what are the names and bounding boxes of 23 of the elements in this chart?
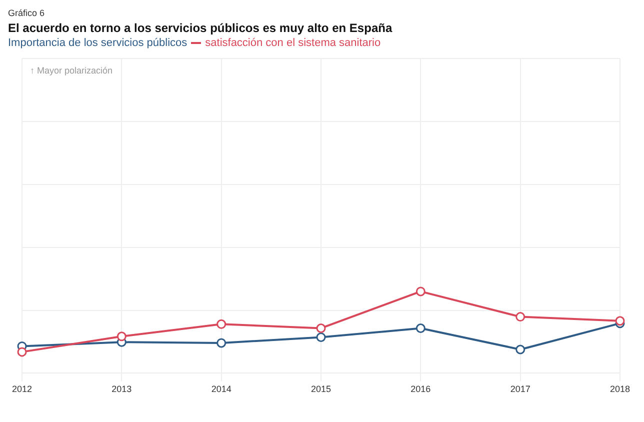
chart-title: El acuerdo en torno a los servicios públicos es muy alto en España — [8, 21, 394, 35]
x-tick-label: 2017 — [510, 384, 530, 394]
x-tick-label: 2018 — [610, 384, 630, 394]
point — [516, 312, 526, 322]
x-tick-label: 2015 — [310, 384, 332, 394]
x-tick-label: 2012 — [12, 384, 32, 394]
point — [516, 344, 526, 354]
point — [116, 332, 126, 342]
x-tick-label: 2016 — [410, 384, 431, 394]
text: Gráfico 6 — [8, 8, 46, 18]
point — [17, 347, 27, 357]
point — [316, 323, 326, 333]
point — [216, 319, 226, 329]
point — [316, 332, 326, 342]
point — [416, 286, 426, 296]
text: Importancia de los servicios públicos — [8, 37, 188, 49]
point — [216, 338, 226, 348]
x-tick-label: 2014 — [211, 384, 232, 394]
point — [416, 323, 426, 333]
point — [615, 316, 625, 326]
legend-label: satisfacción con el sistema sanitario — [205, 37, 381, 49]
x-tick-label: 2013 — [112, 384, 132, 394]
text: ↑ Mayor polarización — [30, 65, 113, 76]
